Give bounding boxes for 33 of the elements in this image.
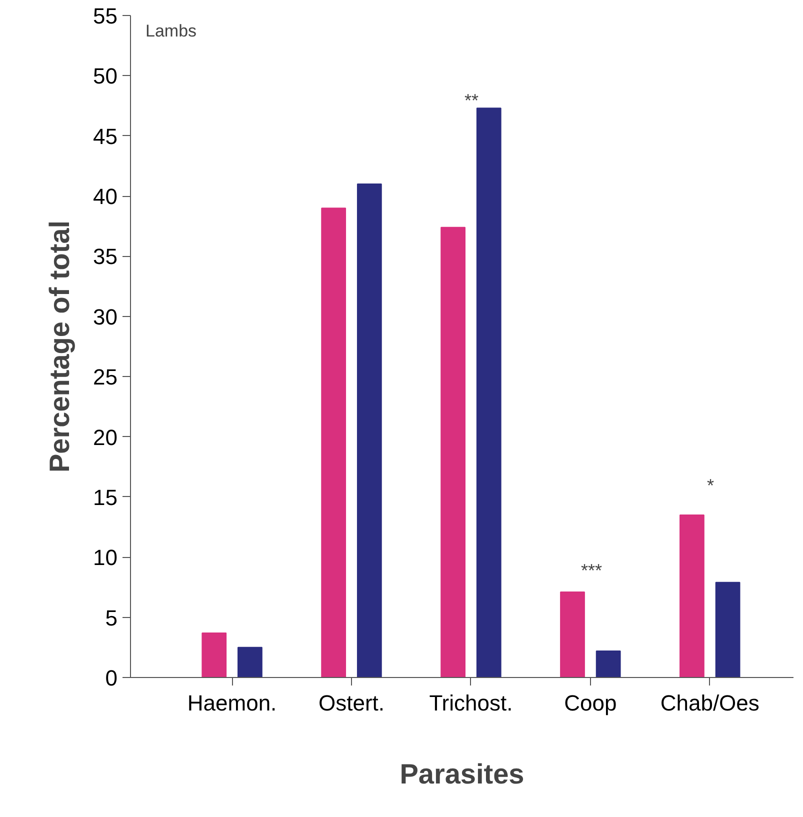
bar: [202, 632, 227, 678]
x-tick-label: Trichost.: [429, 690, 513, 716]
y-tick-label: 30: [93, 304, 118, 330]
bar: [321, 208, 346, 678]
y-tick-label: 45: [93, 124, 118, 149]
x-tick-label: Ostert.: [318, 690, 385, 716]
bar: [560, 592, 585, 678]
y-tick-label: 40: [93, 184, 118, 210]
bar: [440, 226, 466, 678]
bar: [596, 650, 621, 678]
y-tick-label: 0: [105, 666, 118, 690]
y-tick-label: 50: [93, 64, 118, 89]
y-tick-label: 15: [93, 484, 118, 510]
bar: [356, 184, 382, 678]
annotation: Lambs: [146, 22, 197, 40]
y-axis-title: Percentage of total: [44, 220, 76, 473]
y-tick-label: 25: [93, 364, 118, 390]
x-tick-label: Chab/Oes: [660, 690, 760, 716]
y-tick-label: 5: [105, 605, 118, 630]
y-tick-label: 55: [93, 4, 118, 28]
bar: [476, 108, 502, 678]
annotation: **: [464, 90, 479, 110]
x-tick-label: Coop: [564, 690, 617, 716]
y-tick-label: 35: [93, 244, 118, 270]
bar: [715, 582, 740, 678]
x-tick-label: Haemon.: [187, 690, 277, 716]
y-tick-label: 20: [93, 424, 118, 450]
bar: [680, 514, 704, 678]
bar: [238, 646, 262, 678]
annotation: ***: [580, 560, 602, 580]
x-axis-title: Parasites: [400, 758, 524, 790]
annotation: *: [707, 476, 714, 496]
y-tick-label: 10: [93, 545, 118, 570]
